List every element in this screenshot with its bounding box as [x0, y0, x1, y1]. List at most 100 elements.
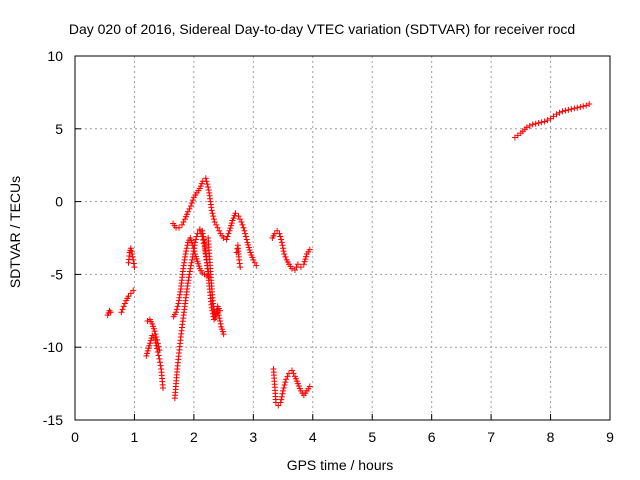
- data-point: [583, 102, 590, 109]
- data-point: [523, 124, 530, 131]
- data-point: [212, 312, 219, 319]
- x-axis-label: GPS time / hours: [287, 457, 394, 473]
- data-point: [568, 106, 575, 113]
- data-point: [186, 205, 193, 212]
- data-point: [532, 120, 539, 127]
- series-arc-c: [125, 245, 138, 271]
- data-point: [279, 242, 286, 249]
- data-point: [226, 227, 233, 234]
- x-tick-label: 0: [71, 429, 79, 445]
- data-point: [187, 262, 194, 269]
- data-point: [214, 224, 221, 231]
- x-tick-label: 2: [190, 429, 198, 445]
- data-point: [236, 256, 243, 263]
- data-point: [301, 258, 308, 265]
- data-point: [203, 178, 210, 185]
- data-point: [120, 303, 127, 310]
- data-point: [106, 307, 113, 314]
- data-point: [278, 236, 285, 243]
- data-point: [580, 103, 587, 110]
- x-tick-label: 6: [428, 429, 436, 445]
- data-point: [529, 121, 536, 128]
- data-point: [211, 316, 218, 323]
- data-point: [225, 230, 232, 237]
- data-point: [157, 362, 164, 369]
- data-point: [210, 213, 217, 220]
- data-point: [192, 236, 199, 243]
- data-point: [278, 396, 285, 403]
- data-point: [147, 340, 154, 347]
- data-point: [156, 347, 163, 354]
- series-arc-m: [270, 366, 313, 409]
- ticks: 0 1 2 3 4 5 6 7 8 9 -15 -10 -5 0 5 10: [43, 48, 614, 445]
- series-arc-h: [170, 175, 260, 269]
- data-point: [187, 202, 194, 209]
- data-point: [199, 230, 206, 237]
- data-point: [574, 104, 581, 111]
- data-point: [202, 175, 209, 182]
- series-arc-d: [143, 332, 166, 391]
- data-point: [280, 245, 287, 252]
- data-point: [151, 328, 158, 335]
- data-point: [203, 272, 210, 279]
- series-arc-a: [104, 307, 114, 319]
- data-point: [281, 251, 288, 258]
- data-point: [284, 373, 291, 380]
- data-point: [144, 350, 151, 357]
- data-point: [182, 251, 189, 258]
- data-point: [155, 343, 162, 350]
- x-tick-label: 4: [309, 429, 317, 445]
- data-point: [153, 334, 160, 341]
- data-point: [303, 253, 310, 260]
- y-tick-label: -10: [43, 339, 63, 355]
- data-point: [288, 367, 295, 374]
- data-point: [239, 221, 246, 228]
- data-point: [129, 253, 136, 260]
- y-tick-label: 10: [47, 48, 63, 64]
- data-point: [240, 224, 247, 231]
- data-point: [559, 108, 566, 115]
- data-point: [282, 379, 289, 386]
- y-axis-label: SDTVAR / TECUs: [7, 176, 23, 288]
- data-point: [277, 233, 284, 240]
- data-point: [556, 109, 563, 116]
- data-point: [187, 265, 194, 272]
- data-point: [571, 105, 578, 112]
- series-arc-g: [170, 235, 210, 320]
- series-arc-k: [233, 242, 244, 271]
- data-point: [278, 239, 285, 246]
- data-point: [129, 251, 136, 258]
- data-point: [156, 355, 163, 362]
- data-point: [586, 101, 593, 108]
- data-point: [127, 245, 134, 252]
- data-point: [130, 256, 137, 263]
- data-point: [193, 233, 200, 240]
- data-point: [173, 306, 180, 313]
- data-point: [544, 117, 551, 124]
- data-point: [282, 253, 289, 260]
- data-point: [280, 248, 287, 255]
- data-point: [205, 184, 212, 191]
- data-point: [297, 264, 304, 271]
- data-point: [128, 248, 135, 255]
- data-point: [213, 309, 220, 316]
- y-tick-label: 5: [55, 121, 63, 137]
- x-tick-label: 7: [487, 429, 495, 445]
- data-points: [104, 101, 593, 409]
- data-point: [176, 224, 183, 231]
- data-point: [227, 225, 234, 232]
- data-point: [191, 248, 198, 255]
- data-point: [223, 236, 230, 243]
- data-point: [131, 264, 138, 271]
- data-point: [213, 221, 220, 228]
- data-point: [204, 181, 211, 188]
- data-point: [281, 382, 288, 389]
- data-point: [188, 259, 195, 266]
- data-point: [118, 309, 125, 316]
- data-point: [541, 118, 548, 125]
- x-tick-label: 5: [368, 429, 376, 445]
- data-point: [144, 347, 151, 354]
- data-point: [121, 300, 128, 307]
- data-point: [212, 315, 219, 322]
